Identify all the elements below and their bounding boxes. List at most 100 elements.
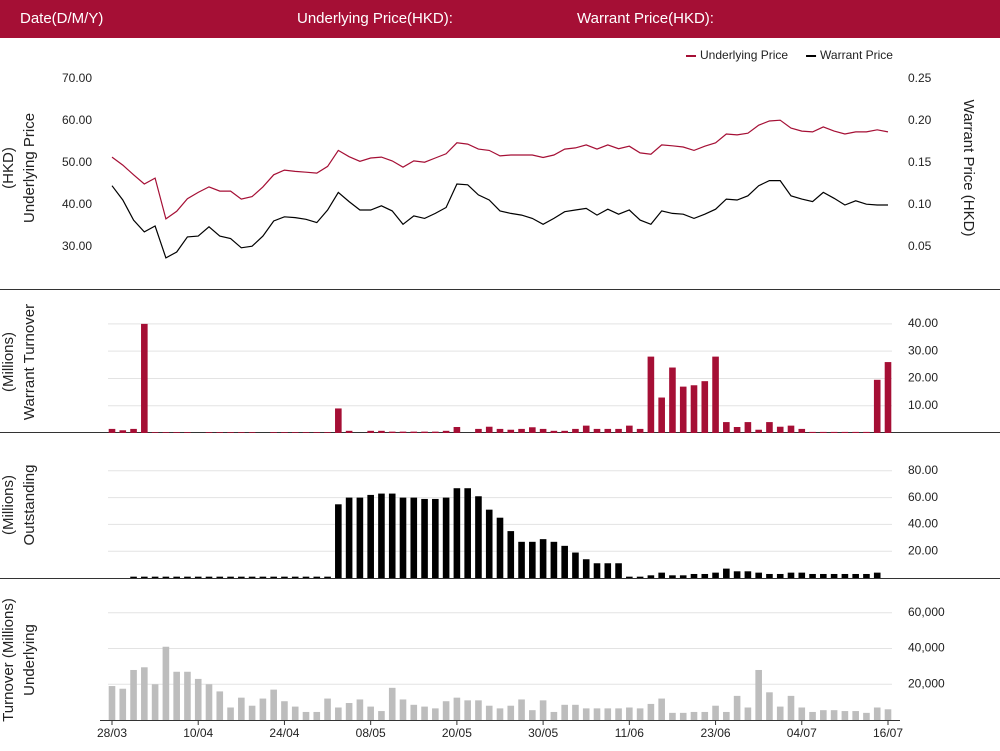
bar xyxy=(679,575,687,578)
bar xyxy=(378,430,385,433)
bar xyxy=(539,700,547,720)
bar xyxy=(410,497,418,578)
bar xyxy=(485,705,493,720)
bar xyxy=(679,386,687,433)
bar xyxy=(550,541,558,578)
y-tick-label: 50.00 xyxy=(62,155,92,169)
bar xyxy=(162,576,170,578)
bar xyxy=(205,684,213,720)
bar xyxy=(723,422,730,433)
y2-tick-label: 60.00 xyxy=(908,490,938,504)
bar xyxy=(798,707,806,720)
y-axis-label: (Millions) xyxy=(0,332,17,392)
bar xyxy=(399,431,407,433)
bar xyxy=(690,385,698,433)
bar xyxy=(776,573,784,578)
bar xyxy=(302,576,310,578)
bar xyxy=(227,576,234,578)
bar xyxy=(744,422,752,433)
y-axis-label: Underlying xyxy=(21,624,38,696)
bar xyxy=(335,408,342,433)
warrant-label: Warrant Price(HKD): xyxy=(577,10,714,27)
bar xyxy=(787,425,795,433)
bar xyxy=(529,710,536,720)
bar xyxy=(227,707,234,720)
y2-tick-label: 20.00 xyxy=(908,543,938,557)
bar xyxy=(679,712,687,720)
bar xyxy=(367,430,374,433)
bar xyxy=(701,711,709,720)
bar xyxy=(453,488,461,578)
bar xyxy=(324,432,331,433)
bar xyxy=(151,432,159,433)
y2-tick-label: 0.15 xyxy=(908,155,932,169)
bar xyxy=(313,432,321,433)
x-tick-label: 10/04 xyxy=(183,726,213,740)
bar xyxy=(723,711,730,720)
y2-tick-label: 20.00 xyxy=(908,371,938,385)
bar xyxy=(130,669,137,720)
bar xyxy=(108,428,116,433)
y2-tick-label: 40.00 xyxy=(908,517,938,531)
y2-tick-label: 40.00 xyxy=(908,316,938,330)
bar xyxy=(475,700,482,720)
bar xyxy=(658,572,665,578)
bar xyxy=(432,498,439,578)
bar xyxy=(582,708,590,720)
bar xyxy=(852,711,859,720)
bar xyxy=(626,707,633,720)
bar xyxy=(421,498,428,578)
bar xyxy=(809,431,816,433)
bar xyxy=(658,698,665,720)
underlying-label: Underlying Price(HKD): xyxy=(297,10,453,27)
price-line xyxy=(111,119,889,220)
bar xyxy=(205,576,213,578)
bar xyxy=(291,432,299,433)
bar xyxy=(755,669,762,720)
bar xyxy=(227,432,234,433)
y-tick-label: 60.00 xyxy=(62,113,92,127)
bar xyxy=(733,695,741,720)
bar xyxy=(863,573,870,578)
bar xyxy=(529,427,536,433)
bar xyxy=(507,429,515,433)
x-tick-label: 11/06 xyxy=(615,726,644,740)
bar xyxy=(572,704,579,720)
bar xyxy=(615,428,622,433)
x-tick-label: 04/07 xyxy=(787,726,817,740)
bar xyxy=(744,707,752,720)
bar xyxy=(647,703,655,720)
bar xyxy=(658,397,665,433)
bar xyxy=(173,671,180,720)
bar xyxy=(841,711,849,720)
bar xyxy=(604,708,612,720)
bar xyxy=(141,323,148,433)
bar xyxy=(539,428,547,433)
bar xyxy=(712,572,719,578)
bar xyxy=(572,428,579,433)
y2-axis-label: Warrant Price (HKD) xyxy=(960,100,977,237)
y-axis-label: Warrant Turnover xyxy=(21,304,38,420)
bar xyxy=(184,576,191,578)
price-line xyxy=(111,180,888,259)
x-tick-label: 08/05 xyxy=(356,726,386,740)
bar xyxy=(281,576,288,578)
bar xyxy=(529,541,536,578)
bar xyxy=(647,575,655,578)
bar xyxy=(259,576,267,578)
legend-label: Warrant Price xyxy=(820,48,893,62)
bar xyxy=(475,428,482,433)
bar xyxy=(270,576,277,578)
bar xyxy=(432,431,439,433)
bar xyxy=(335,504,342,578)
y2-tick-label: 0.20 xyxy=(908,113,932,127)
bar xyxy=(141,576,148,578)
bar xyxy=(604,428,612,433)
bar xyxy=(388,493,396,578)
bar xyxy=(723,568,730,578)
bar xyxy=(162,432,170,433)
bar xyxy=(766,573,773,578)
bar xyxy=(367,494,374,578)
bar xyxy=(798,572,806,578)
bar xyxy=(119,688,127,720)
